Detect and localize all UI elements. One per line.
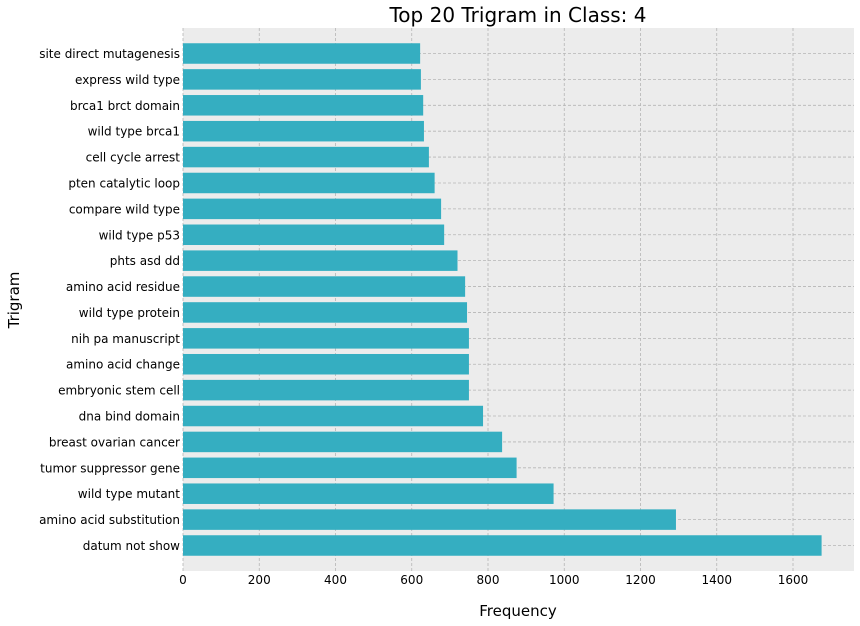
y-tick-label: tumor suppressor gene: [40, 461, 180, 475]
bar: [183, 276, 466, 297]
y-tick-label: site direct mutagenesis: [39, 47, 180, 61]
bar: [183, 302, 468, 323]
y-tick-label: wild type p53: [99, 228, 180, 242]
x-tick-label: 200: [248, 573, 271, 587]
y-tick-label: breast ovarian cancer: [49, 435, 180, 449]
x-tick-label: 1200: [625, 573, 656, 587]
y-tick-label: wild type mutant: [78, 487, 180, 501]
y-tick-label: phts asd dd: [110, 254, 180, 268]
plot-area: [183, 28, 854, 571]
bar: [183, 457, 517, 479]
bar: [183, 328, 469, 349]
y-tick-label: amino acid change: [66, 358, 180, 372]
x-tick-label: 600: [400, 573, 423, 587]
bar: [183, 198, 442, 220]
bar: [183, 535, 822, 556]
y-tick-label: express wild type: [75, 73, 180, 87]
bar: [183, 250, 458, 271]
bar: [183, 379, 469, 401]
x-tick-labels: 0 200 400 600 800 1000 1200 1400 1600: [179, 573, 808, 587]
x-tick-label: 1000: [549, 573, 580, 587]
bar: [183, 431, 503, 453]
y-tick-label: embryonic stem cell: [58, 384, 180, 398]
y-tick-label: datum not show: [83, 539, 180, 553]
bar: [183, 43, 421, 64]
bar: [183, 353, 469, 375]
bar: [183, 483, 554, 504]
bar: [183, 120, 424, 142]
y-tick-label: brca1 brct domain: [70, 99, 180, 113]
bar: [183, 509, 676, 530]
y-tick-label: pten catalytic loop: [68, 176, 180, 190]
x-tick-label: 1400: [701, 573, 732, 587]
bar: [183, 69, 421, 90]
x-tick-label: 0: [179, 573, 187, 587]
chart-title: Top 20 Trigram in Class: 4: [388, 3, 646, 27]
x-tick-label: 800: [477, 573, 500, 587]
y-tick-label: nih pa manuscript: [71, 332, 180, 346]
y-tick-labels: site direct mutagenesis express wild type…: [39, 47, 180, 553]
y-tick-label: dna bind domain: [79, 410, 180, 424]
bar: [183, 95, 424, 116]
y-tick-label: wild type brca1: [88, 125, 180, 139]
y-tick-label: compare wild type: [69, 202, 180, 216]
bar: [183, 172, 435, 194]
x-tick-label: 1600: [778, 573, 809, 587]
bar: [183, 146, 429, 168]
y-tick-label: amino acid substitution: [39, 513, 180, 527]
y-tick-label: cell cycle arrest: [86, 151, 181, 165]
x-axis-label: Frequency: [479, 602, 557, 620]
bar: [183, 224, 445, 246]
x-tick-label: 400: [324, 573, 347, 587]
bars: [183, 43, 822, 556]
y-tick-label: amino acid residue: [66, 280, 180, 294]
y-axis-label: Trigram: [5, 272, 23, 330]
y-tick-label: wild type protein: [79, 306, 180, 320]
bar: [183, 405, 484, 427]
